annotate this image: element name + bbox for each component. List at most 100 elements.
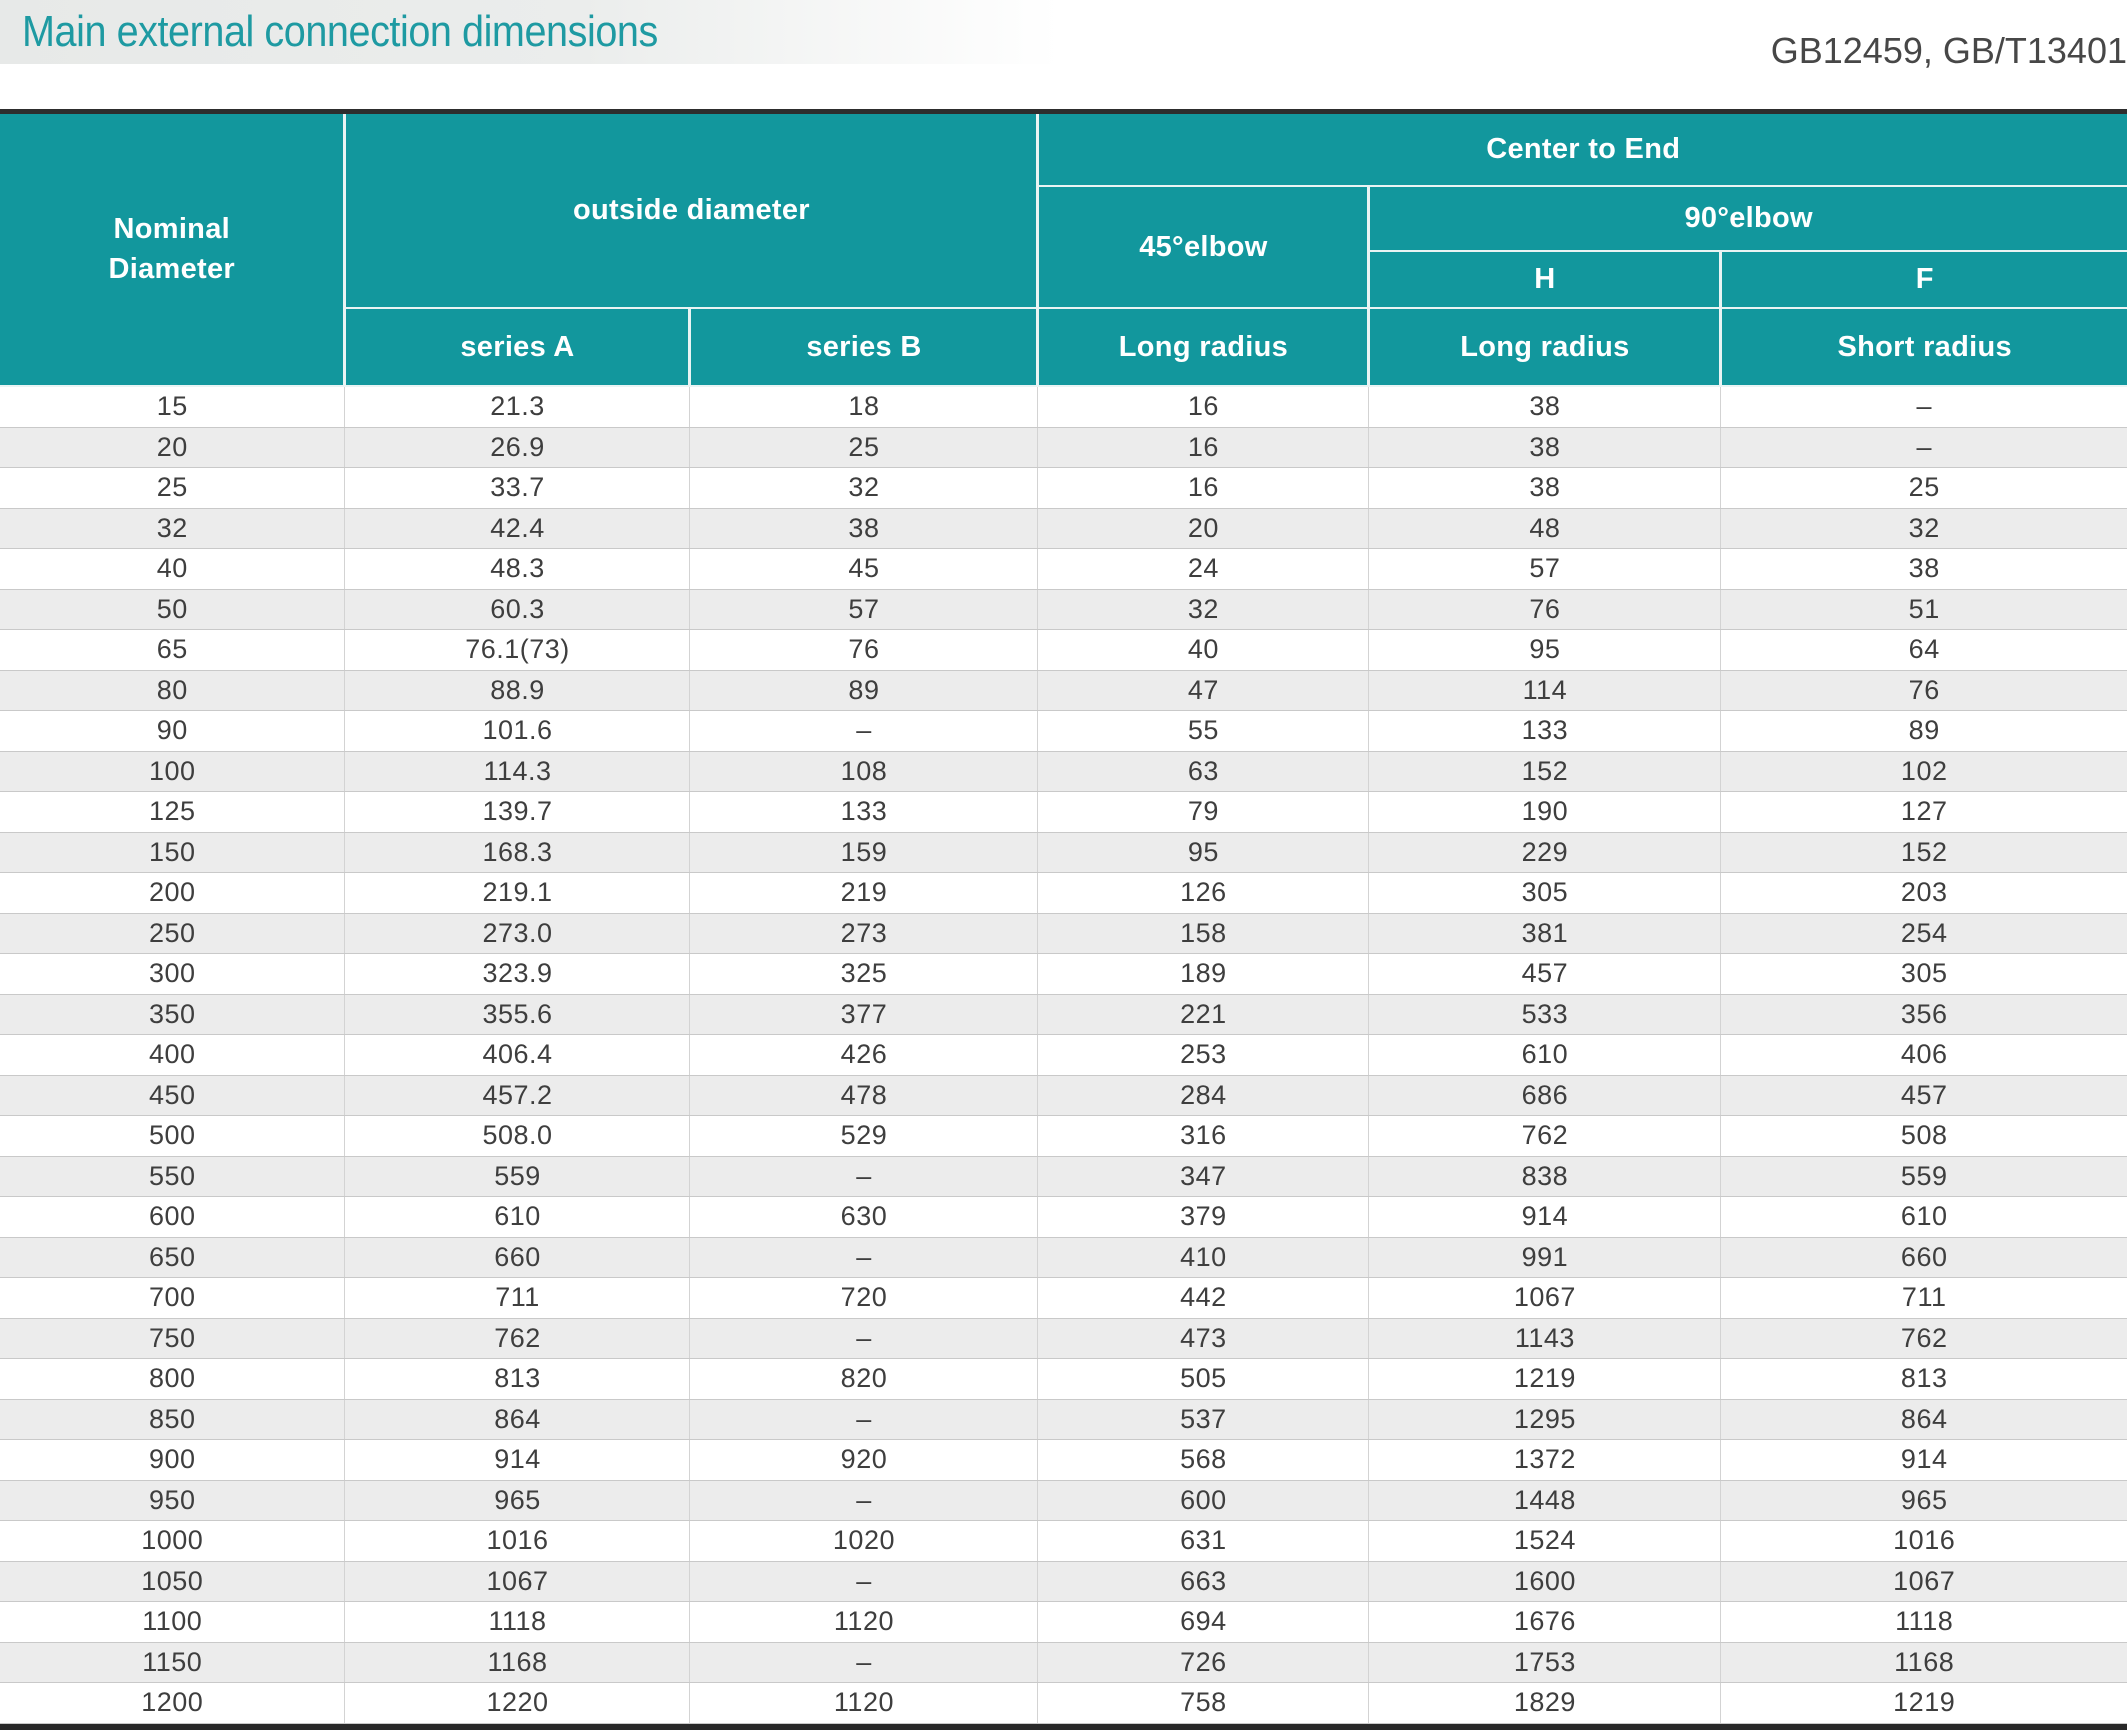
table-cell: 914 [1720, 1439, 2127, 1481]
table-cell: 50 [0, 588, 346, 630]
header-45-elbow: 45°elbow [1036, 185, 1371, 309]
header-short-radius-f: Short radius [1719, 307, 2127, 387]
table-row: 40 48.3 45 24 57 38 [0, 548, 2127, 590]
table-cell: 76 [1368, 588, 1722, 630]
table-cell: – [689, 1155, 1039, 1197]
table-cell: 500 [0, 1115, 346, 1157]
table-cell: 1120 [689, 1601, 1039, 1643]
table-cell: 965 [344, 1479, 691, 1521]
table-cell: 1448 [1368, 1479, 1722, 1521]
table-cell: 610 [1720, 1196, 2127, 1238]
dimensions-table-wrap: Nominal Diameter outside diameter Center… [0, 109, 2127, 1730]
table-row: 400 406.4 426 253 610 406 [0, 1034, 2127, 1076]
table-cell: 90 [0, 710, 346, 752]
table-cell: 694 [1037, 1601, 1370, 1643]
header-90-elbow: 90°elbow [1367, 185, 2127, 252]
table-cell: 700 [0, 1277, 346, 1319]
table-cell: 60.3 [344, 588, 691, 630]
table-cell: 79 [1037, 791, 1370, 833]
table-cell: 914 [1368, 1196, 1722, 1238]
table-cell: 1150 [0, 1641, 346, 1683]
table-cell: 63 [1037, 750, 1370, 792]
table-cell: 660 [344, 1236, 691, 1278]
table-row: 1000 1016 1020 631 1524 1016 [0, 1520, 2127, 1562]
table-cell: 48 [1368, 507, 1722, 549]
table-cell: 47 [1037, 669, 1370, 711]
table-cell: 24 [1037, 548, 1370, 590]
table-cell: 273.0 [344, 912, 691, 954]
table-cell: 51 [1720, 588, 2127, 630]
table-cell: 42.4 [344, 507, 691, 549]
table-cell: 473 [1037, 1317, 1370, 1359]
table-cell: 32 [0, 507, 346, 549]
table-cell: 758 [1037, 1682, 1370, 1724]
table-cell: 32 [1720, 507, 2127, 549]
table-cell: 38 [689, 507, 1039, 549]
table-cell: 16 [1037, 467, 1370, 509]
table-cell: 102 [1720, 750, 2127, 792]
table-cell: 1753 [1368, 1641, 1722, 1683]
header-long-radius-45: Long radius [1036, 307, 1371, 387]
table-cell: 1829 [1368, 1682, 1722, 1724]
table-row: 1100 1118 1120 694 1676 1118 [0, 1601, 2127, 1643]
table-cell: 610 [1368, 1034, 1722, 1076]
table-row: 32 42.4 38 20 48 32 [0, 507, 2127, 549]
table-cell: 203 [1720, 872, 2127, 914]
table-cell: 20 [0, 426, 346, 468]
table-cell: 508.0 [344, 1115, 691, 1157]
table-row: 1050 1067–663 1600 1067 [0, 1560, 2127, 1602]
table-cell: 410 [1037, 1236, 1370, 1278]
title-background-band: Main external connection dimensions [0, 0, 1060, 64]
table-cell: – [689, 1479, 1039, 1521]
table-cell: 189 [1037, 953, 1370, 995]
table-cell: 864 [1720, 1398, 2127, 1440]
header-row-1: Nominal Diameter outside diameter Center… [0, 114, 2127, 387]
table-cell: 89 [1720, 710, 2127, 752]
header-series-b: series B [688, 307, 1040, 387]
table-header: Nominal Diameter outside diameter Center… [0, 114, 2127, 387]
table-cell: 355.6 [344, 993, 691, 1035]
table-cell: 76 [1720, 669, 2127, 711]
table-cell: 253 [1037, 1034, 1370, 1076]
table-cell: 15 [0, 385, 346, 428]
table-cell: 813 [1720, 1358, 2127, 1400]
table-cell: 152 [1368, 750, 1722, 792]
table-cell: 762 [1720, 1317, 2127, 1359]
table-cell: 48.3 [344, 548, 691, 590]
table-row: 50 60.3 57 32 76 51 [0, 588, 2127, 630]
table-cell: 850 [0, 1398, 346, 1440]
table-cell: 762 [1368, 1115, 1722, 1157]
table-cell: 426 [689, 1034, 1039, 1076]
table-cell: 114 [1368, 669, 1722, 711]
table-cell: 32 [689, 467, 1039, 509]
table-cell: 33.7 [344, 467, 691, 509]
table-cell: 16 [1037, 426, 1370, 468]
table-cell: 38 [1368, 385, 1722, 428]
table-cell: 323.9 [344, 953, 691, 995]
table-row: 600 610 630 379 914 610 [0, 1196, 2127, 1238]
table-cell: 152 [1720, 831, 2127, 873]
table-row: 250 273.0 273 158 381 254 [0, 912, 2127, 954]
table-cell: 600 [1037, 1479, 1370, 1521]
table-cell: 100 [0, 750, 346, 792]
table-row: 100 114.3 108 63 152 102 [0, 750, 2127, 792]
table-cell: 1120 [689, 1682, 1039, 1724]
table-cell: 38 [1720, 548, 2127, 590]
table-cell: 1524 [1368, 1520, 1722, 1562]
table-row: 90 101.6–55 133 89 [0, 710, 2127, 752]
table-cell: – [1720, 426, 2127, 468]
table-row: 25 33.7 32 16 38 25 [0, 467, 2127, 509]
table-cell: 25 [0, 467, 346, 509]
table-cell: 457.2 [344, 1074, 691, 1116]
table-cell: 400 [0, 1034, 346, 1076]
header-row-4: series A series B Long radius Long radiu… [0, 307, 2127, 387]
table-cell: 127 [1720, 791, 2127, 833]
table-cell: 219 [689, 872, 1039, 914]
table-cell: 650 [0, 1236, 346, 1278]
table-cell: 381 [1368, 912, 1722, 954]
table-cell: 200 [0, 872, 346, 914]
page-title: Main external connection dimensions [22, 7, 658, 56]
table-cell: 25 [689, 426, 1039, 468]
table-cell: 711 [1720, 1277, 2127, 1319]
